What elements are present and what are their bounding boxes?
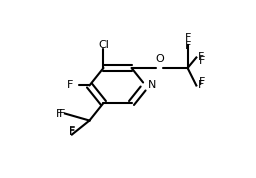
Text: F: F — [199, 77, 205, 87]
Text: F: F — [184, 41, 191, 51]
Text: F: F — [59, 109, 65, 119]
Text: F: F — [198, 80, 205, 90]
Text: Cl: Cl — [98, 40, 109, 50]
Text: F: F — [184, 33, 191, 43]
Text: F: F — [198, 53, 205, 62]
Text: O: O — [155, 54, 164, 64]
Text: N: N — [148, 80, 156, 90]
Text: F: F — [56, 109, 62, 119]
Text: F: F — [199, 56, 205, 66]
Text: F: F — [66, 80, 73, 90]
Text: F: F — [69, 126, 75, 136]
Text: F: F — [69, 127, 75, 137]
